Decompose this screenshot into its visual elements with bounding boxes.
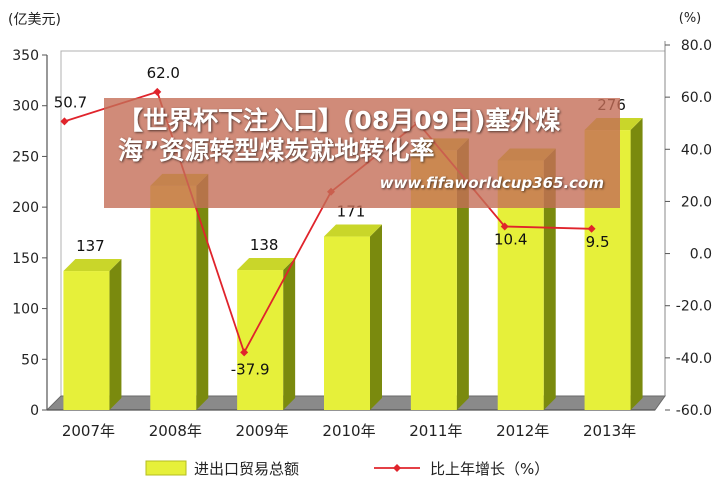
growth-data-label: -37.9 [231,360,270,378]
bar-2010年: 171 [324,203,382,410]
overlay-banner: 【世界杯下注入口】(08月09日)塞外煤海”资源转型煤炭就地转化率 www.fi… [104,98,620,208]
left-tick-label: 250 [12,149,39,165]
bar-2009年: 138 [237,236,296,410]
bar-side [370,224,382,410]
growth-data-label: 50.7 [54,93,87,111]
legend-line-label: 比上年增长（%） [430,460,549,478]
overlay-title: 【世界杯下注入口】(08月09日)塞外煤海”资源转型煤炭就地转化率 [118,106,561,165]
left-tick-label: 300 [12,99,39,115]
right-axis-label: (%) [679,11,702,26]
right-tick-label: -60.0 [676,403,712,419]
growth-point [587,224,596,233]
left-tick-label: 150 [12,251,39,267]
bar-side [630,118,643,411]
left-axis-label: (亿美元) [8,12,61,28]
growth-point [60,117,69,126]
growth-point [500,222,509,231]
line-series: 50.7 62.0 -37.9 10.4 9.5 [54,64,610,378]
bar-2007年: 137 [63,237,122,410]
bar-side [543,148,556,410]
x-tick-label: 2010年 [322,422,375,440]
right-tick-label: 0.0 [690,247,712,263]
growth-point [153,87,162,96]
x-axis: 2007年 2008年 2009年 2010年 2011年 2012年 2013年 [62,422,636,440]
bar-side [196,173,209,410]
bar-data-label: 138 [250,236,279,254]
legend-bar-label: 进出口贸易总额 [194,460,299,478]
growth-data-label: 62.0 [147,64,180,82]
bar-data-label: 137 [76,237,105,255]
bar-top [237,258,296,271]
bar-top [324,224,382,237]
bar-face [237,270,284,410]
x-tick-label: 2007年 [62,422,115,440]
growth-data-label: 9.5 [586,233,610,251]
right-tick-label: -40.0 [676,351,712,367]
right-tick-label: 80.0 [681,38,712,54]
right-axis: (%) -60.0 -40.0 -20.0 0.0 20.0 40.0 60.0 80.0 [665,11,712,419]
bar-face [324,236,370,410]
left-tick-label: 100 [12,302,39,318]
x-tick-label: 2012年 [496,422,549,440]
left-axis: (亿美元) 0 50 100 150 200 250 300 350 [8,12,61,419]
right-tick-label: 40.0 [681,142,712,158]
right-tick-label: -20.0 [676,299,712,315]
bar-face [63,271,110,410]
legend-line-marker [393,464,401,472]
right-tick-label: 20.0 [681,194,712,210]
left-tick-label: 50 [21,352,39,368]
x-tick-label: 2013年 [583,422,636,440]
x-tick-label: 2008年 [149,422,202,440]
left-tick-label: 0 [30,403,39,419]
bar-face [150,185,197,410]
x-tick-label: 2011年 [409,422,462,440]
growth-point [240,348,249,357]
legend: 进出口贸易总额 比上年增长（%） [145,460,549,478]
growth-data-label: 10.4 [494,230,527,248]
overlay-url: www.fifaworldcup365.com [379,174,604,192]
left-tick-label: 200 [12,200,39,216]
bar-top [63,259,122,272]
bar-side [109,259,122,410]
bar-2008年 [150,173,209,410]
legend-bar-swatch [145,460,187,476]
bar-side [283,258,296,410]
x-tick-label: 2009年 [236,422,289,440]
right-tick-label: 60.0 [681,90,712,106]
left-tick-label: 350 [12,48,39,64]
